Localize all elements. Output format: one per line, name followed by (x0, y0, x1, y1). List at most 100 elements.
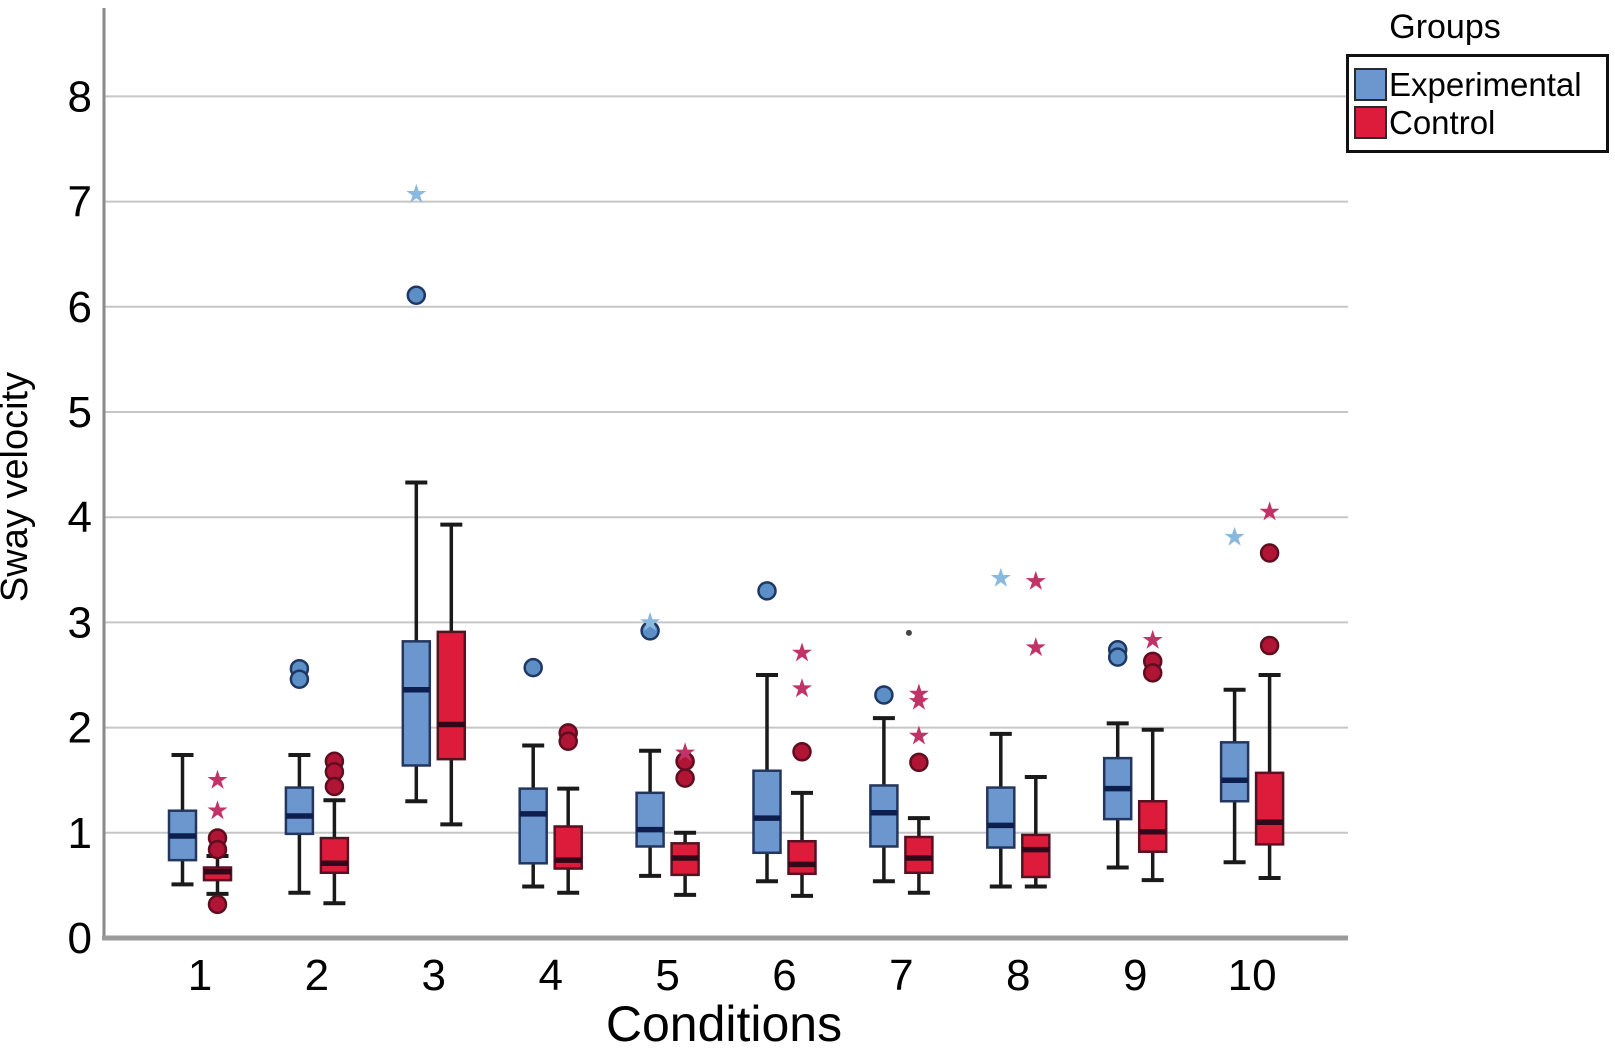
boxplot-experimental-2 (284, 658, 315, 895)
extreme-star (908, 690, 929, 710)
y-tick-label: 2 (68, 704, 92, 753)
outlier-circle (324, 776, 345, 797)
x-tick-label: 9 (1123, 951, 1147, 1000)
y-axis-title: Sway velocity (0, 372, 36, 602)
boxplot-control-7 (904, 629, 934, 895)
legend-label-control: Control (1389, 103, 1496, 141)
outlier-circle (792, 742, 812, 762)
boxplot-control-5 (670, 742, 700, 897)
iqr-box (436, 630, 467, 761)
outlier-circle (1142, 663, 1163, 683)
iqr-box (518, 787, 548, 865)
boxplot-control-8 (1021, 570, 1051, 889)
iqr-box (284, 786, 315, 836)
gridlines-layer (104, 95, 1348, 834)
outlier-circle (1259, 635, 1280, 656)
boxplot-experimental-8 (986, 567, 1016, 889)
boxplot-control-4 (553, 723, 583, 895)
boxplot-control-10 (1254, 501, 1285, 881)
boxplot-control-3 (436, 522, 467, 827)
iqr-box (1137, 799, 1168, 853)
boxplot-experimental-6 (752, 581, 782, 884)
boxplot-experimental-7 (869, 685, 899, 884)
x-tick-label: 1 (188, 951, 212, 1000)
outlier-circle (207, 894, 228, 915)
y-tick-label: 5 (68, 388, 92, 437)
legend-label-experimental: Experimental (1389, 65, 1582, 103)
iqr-box (1219, 741, 1250, 803)
outlier-circle (1259, 543, 1280, 563)
extreme-star (792, 678, 812, 698)
outlier-circle (909, 752, 929, 773)
iqr-box (986, 786, 1016, 849)
extreme-star (406, 183, 427, 203)
legend-item-experimental: Experimental (1354, 66, 1606, 104)
extreme-star (207, 800, 228, 820)
extreme-star (207, 769, 228, 789)
tick-labels-layer: 0 1 2 3 4 5 6 7 8 1 2 3 4 5 6 7 8 9 10 (68, 72, 1277, 1000)
extreme-star (908, 725, 929, 745)
outlier-circle (207, 839, 228, 860)
outlier-circle (675, 768, 695, 788)
extreme-star (1025, 570, 1046, 590)
outlier-circle (558, 731, 578, 752)
extreme-star (675, 742, 696, 762)
extreme-star (1142, 629, 1163, 649)
y-tick-label: 8 (68, 72, 92, 121)
iqr-box (635, 791, 665, 848)
x-tick-label: 2 (305, 951, 329, 1000)
extreme-star (792, 642, 812, 662)
outlier-circle (523, 657, 543, 678)
iqr-box (752, 769, 782, 855)
y-tick-label: 4 (68, 493, 92, 542)
iqr-box (319, 836, 350, 875)
boxplot-experimental-10 (1219, 526, 1250, 865)
boxplots-layer (167, 183, 1285, 915)
extreme-star (1025, 637, 1046, 657)
x-tick-label: 7 (889, 951, 913, 1000)
extreme-star (990, 567, 1011, 587)
outlier-circle (874, 685, 894, 705)
boxplot-experimental-4 (518, 657, 548, 889)
boxplot-control-1 (202, 769, 233, 915)
y-tick-label: 0 (68, 914, 92, 963)
x-tick-label: 6 (772, 951, 796, 1000)
iqr-box (401, 640, 432, 767)
y-tick-label: 3 (68, 598, 92, 647)
outlier-circle (406, 285, 427, 305)
x-tick-label: 3 (422, 951, 446, 1000)
boxplot-experimental-1 (167, 752, 198, 887)
boxplot-experimental-5 (635, 611, 665, 878)
legend-title: Groups (1389, 8, 1501, 46)
x-tick-label: 4 (538, 951, 562, 1000)
y-tick-label: 6 (68, 283, 92, 332)
boxplot-experimental-3 (401, 183, 432, 804)
legend: Experimental Control (1346, 54, 1609, 153)
extreme-star (1259, 501, 1280, 521)
x-tick-label: 8 (1006, 951, 1030, 1000)
iqr-box (1254, 771, 1285, 846)
legend-item-control: Control (1354, 104, 1606, 142)
x-axis-title: Conditions (606, 996, 842, 1051)
outlier-circle (289, 669, 310, 689)
iqr-box (1021, 833, 1051, 879)
iqr-box (787, 839, 817, 876)
outlier-circle (757, 581, 777, 601)
boxplot-control-9 (1137, 629, 1168, 883)
legend-swatch-control (1354, 106, 1387, 139)
x-tick-label: 5 (655, 951, 679, 1000)
extreme-star (1224, 526, 1245, 546)
legend-swatch-experimental (1354, 68, 1387, 101)
extreme-star (640, 611, 661, 631)
boxplot-control-2 (319, 751, 350, 906)
iqr-box (869, 784, 899, 848)
x-tick-label: 10 (1228, 951, 1277, 1000)
small-dot (905, 629, 912, 636)
boxplot-experimental-9 (1102, 640, 1133, 870)
outlier-circle (1107, 647, 1128, 667)
iqr-box (904, 835, 934, 875)
boxplot-control-6 (787, 642, 817, 898)
y-tick-label: 1 (68, 809, 92, 858)
